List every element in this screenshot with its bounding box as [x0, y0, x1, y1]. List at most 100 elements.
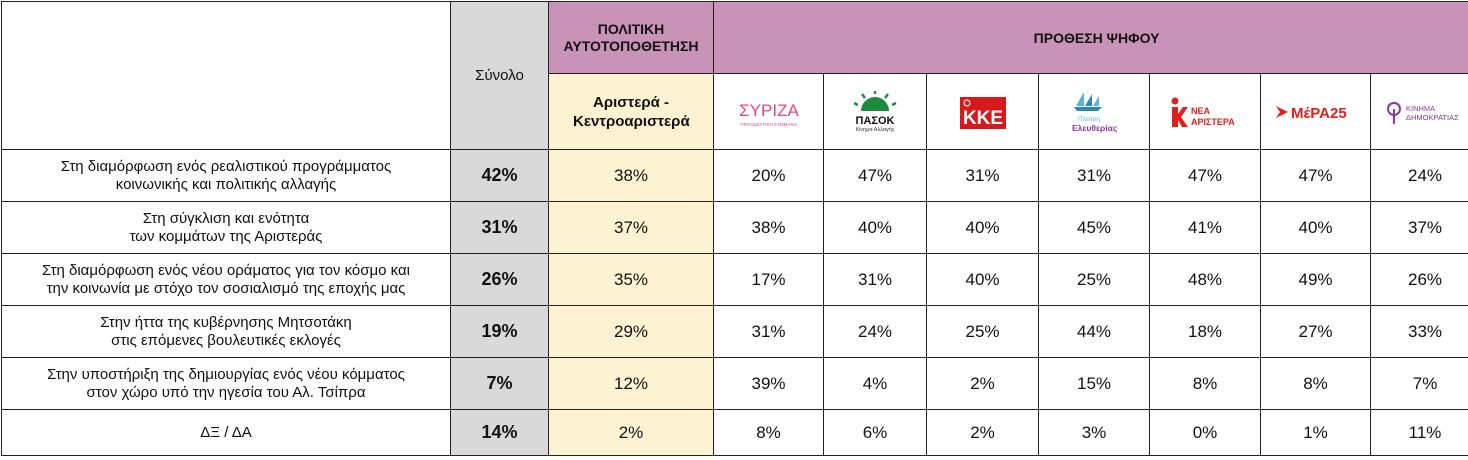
political-placement-header: ΠΟΛΙΤΙΚΗ ΑΥΤΟΤΟΠΟΘΕΤΗΣΗ	[548, 1, 714, 74]
row-label-line: στις επόμενες βουλευτικές εκλογές	[111, 331, 341, 349]
political-placement-header-text: ΠΟΛΙΤΙΚΗ ΑΥΤΟΤΟΠΟΘΕΤΗΣΗ	[563, 20, 699, 54]
party-header-mera25: ΜέΡΑ25	[1260, 73, 1371, 150]
kinima-value: 26%	[1369, 253, 1468, 306]
mera25-value: 1%	[1260, 409, 1371, 456]
plefsi-logo-text: Ελευθερίας	[1072, 123, 1118, 133]
kinima-value: 24%	[1369, 149, 1468, 202]
total-value: 14%	[450, 409, 549, 456]
pasok-value: 47%	[823, 149, 927, 202]
party-header-nea-aristera: ΝΕΑ ΑΡΙΣΤΕΡΑ	[1149, 73, 1261, 150]
kke-value: 2%	[926, 357, 1039, 410]
plefsi-logo-subtext: Πλεύση	[1078, 115, 1100, 123]
kke-value: 40%	[926, 201, 1039, 254]
kinima-value: 37%	[1369, 201, 1468, 254]
row-label-line: Στην υποστήριξη της δημιουργίας ενός νέο…	[47, 365, 405, 383]
row-label-line: στον χώρο υπό την ηγεσία του Αλ. Τσίπρα	[86, 383, 366, 401]
table-row: Στην υποστήριξη της δημιουργίας ενός νέο…	[1, 357, 1468, 410]
pasok-value: 6%	[823, 409, 927, 456]
table-row: ΔΞ / ΔΑ 14% 2% 8% 6% 2% 3% 0% 1% 11%	[1, 409, 1468, 456]
mera25-value: 8%	[1260, 357, 1371, 410]
row-label: Στη διαμόρφωση ενός νέου οράματος για το…	[1, 253, 451, 306]
kinima-value: 7%	[1369, 357, 1468, 410]
plefsi-value: 44%	[1038, 305, 1150, 358]
row-label: ΔΞ / ΔΑ	[1, 409, 451, 456]
party-header-plefsi: Πλεύση Ελευθερίας	[1038, 73, 1150, 150]
plefsi-value: 3%	[1038, 409, 1150, 456]
left-centre-left-value: 35%	[548, 253, 714, 306]
nea-aristera-logo-icon: ΝΕΑ ΑΡΙΣΤΕΡΑ	[1171, 97, 1235, 127]
left-centre-left-value: 37%	[548, 201, 714, 254]
pasok-logo-text: ΠΑΣΟΚ	[856, 115, 895, 127]
kke-hammer-sickle-logo-icon: ΚΚΕ	[959, 96, 1006, 129]
row-label: Στη σύγκλιση και ενότητα των κομμάτων της…	[1, 201, 451, 254]
row-label: Στην ήττα της κυβέρνησης Μητσοτάκη στις ε…	[1, 305, 451, 358]
mera25-value: 47%	[1260, 149, 1371, 202]
syriza-logo-subtext: ΠΡΟΟΔΕΥΤΙΚΗ ΣΥΜΜΑΧΙΑ	[740, 122, 797, 127]
syriza-value: 38%	[713, 201, 824, 254]
pasok-logo-subtext: Κίνημα Αλλαγής	[856, 126, 895, 133]
syriza-logo-text: ΣΥΡΙΖΑ	[739, 101, 799, 120]
kke-logo-text: ΚΚΕ	[962, 108, 1002, 129]
party-header-kinima: ΚΙΝΗΜΑ ΔΗΜΟΚΡΑΤΙΑΣ	[1369, 73, 1468, 150]
party-header-kke: ΚΚΕ	[926, 73, 1039, 150]
kke-value: 25%	[926, 305, 1039, 358]
pasok-value: 4%	[823, 357, 927, 410]
plefsi-value: 45%	[1038, 201, 1150, 254]
row-label-line: Στην ήττα της κυβέρνησης Μητσοτάκη	[100, 313, 352, 331]
mera25-value: 40%	[1260, 201, 1371, 254]
row-label-line: των κομμάτων της Αριστεράς	[129, 227, 323, 245]
total-value: 42%	[450, 149, 549, 202]
kke-value: 40%	[926, 253, 1039, 306]
vote-intention-header: ΠΡΟΘΕΣΗ ΨΗΦΟΥ	[712, 1, 1468, 74]
syriza-value: 17%	[713, 253, 824, 306]
nea-aristera-value: 0%	[1149, 409, 1261, 456]
syriza-value: 39%	[713, 357, 824, 410]
kinima-dimokratias-logo-icon: ΚΙΝΗΜΑ ΔΗΜΟΚΡΑΤΙΑΣ	[1387, 101, 1459, 124]
mera25-logo-text: ΜέΡΑ25	[1291, 105, 1347, 122]
mera25-value: 49%	[1260, 253, 1371, 306]
table-row: Στη διαμόρφωση ενός νέου οράματος για το…	[1, 253, 1468, 306]
total-value: 7%	[450, 357, 549, 410]
table-row: Στη διαμόρφωση ενός ρεαλιστικού προγράμμ…	[1, 149, 1468, 202]
row-label: Στην υποστήριξη της δημιουργίας ενός νέο…	[1, 357, 451, 410]
party-header-pasok: ΠΑΣΟΚ Κίνημα Αλλαγής	[823, 73, 927, 150]
nea-aristera-value: 41%	[1149, 201, 1261, 254]
table-row: Στη σύγκλιση και ενότητα των κομμάτων της…	[1, 201, 1468, 254]
kinima-logo-subtext: ΔΗΜΟΚΡΑΤΙΑΣ	[1406, 113, 1459, 122]
nea-aristera-value: 18%	[1149, 305, 1261, 358]
row-label-line: Στη διαμόρφωση ενός νέου οράματος για το…	[42, 261, 410, 279]
row-label-line: Στη σύγκλιση και ενότητα	[142, 209, 310, 227]
kke-value: 31%	[926, 149, 1039, 202]
nea-aristera-logo-text: ΑΡΙΣΤΕΡΑ	[1191, 117, 1235, 127]
syriza-value: 20%	[713, 149, 824, 202]
party-header-syriza: ΣΥΡΙΖΑ ΠΡΟΟΔΕΥΤΙΚΗ ΣΥΜΜΑΧΙΑ	[713, 73, 824, 150]
plefsi-value: 15%	[1038, 357, 1150, 410]
kinima-logo-text: ΚΙΝΗΜΑ	[1406, 104, 1435, 113]
left-centre-left-value: 38%	[548, 149, 714, 202]
row-label-line: κοινωνικής και πολιτικής αλλαγής	[115, 175, 337, 193]
left-centre-left-header: Αριστερά - Κεντροαριστερά	[548, 73, 714, 150]
row-label-line: την κοινωνία με στόχο τον σοσιαλισμό της…	[46, 279, 406, 297]
plefsi-ship-logo-icon: Πλεύση Ελευθερίας	[1072, 91, 1118, 133]
total-value: 31%	[450, 201, 549, 254]
left-centre-left-value: 29%	[548, 305, 714, 358]
row-label: Στη διαμόρφωση ενός ρεαλιστικού προγράμμ…	[1, 149, 451, 202]
left-centre-left-value: 2%	[548, 409, 714, 456]
pasok-value: 40%	[823, 201, 927, 254]
pasok-value: 24%	[823, 305, 927, 358]
kinima-value: 11%	[1369, 409, 1468, 456]
table-row: Στην ήττα της κυβέρνησης Μητσοτάκη στις ε…	[1, 305, 1468, 358]
mera25-logo-icon: ΜέΡΑ25	[1275, 105, 1347, 122]
total-value: 26%	[450, 253, 549, 306]
syriza-value: 8%	[713, 409, 824, 456]
total-column-header: Σύνολο	[450, 1, 549, 150]
plefsi-value: 25%	[1038, 253, 1150, 306]
pasok-value: 31%	[823, 253, 927, 306]
nea-aristera-value: 47%	[1149, 149, 1261, 202]
row-label-line: ΔΞ / ΔΑ	[200, 423, 252, 441]
kke-value: 2%	[926, 409, 1039, 456]
row-label-line: Στη διαμόρφωση ενός ρεαλιστικού προγράμμ…	[60, 157, 392, 175]
plefsi-value: 31%	[1038, 149, 1150, 202]
nea-aristera-value: 8%	[1149, 357, 1261, 410]
